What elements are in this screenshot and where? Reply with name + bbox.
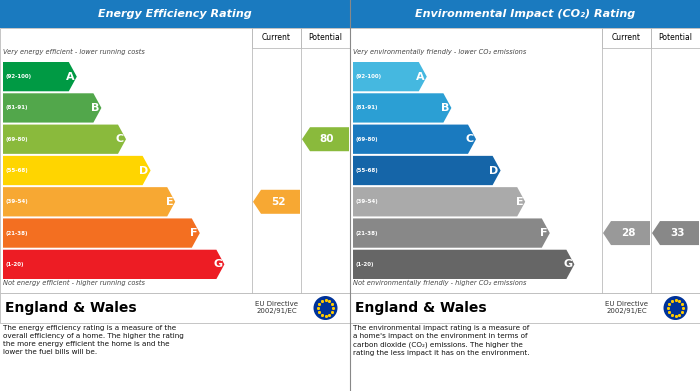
Text: G: G xyxy=(214,259,223,269)
Circle shape xyxy=(664,296,687,320)
Text: EU Directive
2002/91/EC: EU Directive 2002/91/EC xyxy=(255,301,298,314)
Text: (55-68): (55-68) xyxy=(6,168,29,173)
Polygon shape xyxy=(353,250,575,279)
Text: Potential: Potential xyxy=(659,34,692,43)
Text: Not energy efficient - higher running costs: Not energy efficient - higher running co… xyxy=(3,280,145,286)
Bar xyxy=(252,28,301,48)
Polygon shape xyxy=(3,125,126,154)
Text: Environmental Impact (CO₂) Rating: Environmental Impact (CO₂) Rating xyxy=(415,9,635,19)
Text: 80: 80 xyxy=(320,134,335,144)
Polygon shape xyxy=(353,187,525,217)
Text: EU Directive
2002/91/EC: EU Directive 2002/91/EC xyxy=(605,301,648,314)
Polygon shape xyxy=(3,156,150,185)
Bar xyxy=(301,28,350,48)
Polygon shape xyxy=(3,93,101,122)
Polygon shape xyxy=(353,219,550,248)
Text: (39-54): (39-54) xyxy=(6,199,29,204)
Polygon shape xyxy=(302,127,349,151)
Text: 28: 28 xyxy=(621,228,636,238)
Bar xyxy=(0,28,350,293)
Text: Very environmentally friendly - lower CO₂ emissions: Very environmentally friendly - lower CO… xyxy=(353,49,526,55)
Bar xyxy=(350,28,700,293)
Polygon shape xyxy=(3,250,225,279)
Text: Not environmentally friendly - higher CO₂ emissions: Not environmentally friendly - higher CO… xyxy=(353,280,526,286)
Polygon shape xyxy=(3,62,77,91)
Text: Very energy efficient - lower running costs: Very energy efficient - lower running co… xyxy=(3,49,145,55)
Text: Potential: Potential xyxy=(309,34,342,43)
Polygon shape xyxy=(603,221,650,245)
Polygon shape xyxy=(353,93,452,122)
Text: Current: Current xyxy=(262,34,291,43)
Polygon shape xyxy=(353,125,476,154)
Polygon shape xyxy=(353,156,500,185)
Bar xyxy=(0,293,350,323)
Text: The environmental impact rating is a measure of
a home's impact on the environme: The environmental impact rating is a mea… xyxy=(353,325,529,355)
Bar xyxy=(350,0,700,28)
Text: (55-68): (55-68) xyxy=(356,168,379,173)
Text: D: D xyxy=(489,165,498,176)
Text: (1-20): (1-20) xyxy=(6,262,25,267)
Text: 52: 52 xyxy=(271,197,286,207)
Bar xyxy=(602,28,651,48)
Text: (21-38): (21-38) xyxy=(356,231,379,235)
Text: B: B xyxy=(441,103,449,113)
Text: (92-100): (92-100) xyxy=(356,74,382,79)
Text: A: A xyxy=(66,72,75,82)
Text: (69-80): (69-80) xyxy=(356,137,379,142)
Polygon shape xyxy=(353,62,427,91)
Text: The energy efficiency rating is a measure of the
overall efficiency of a home. T: The energy efficiency rating is a measur… xyxy=(3,325,184,355)
Text: 33: 33 xyxy=(670,228,685,238)
Text: England & Wales: England & Wales xyxy=(355,301,486,315)
Text: E: E xyxy=(166,197,173,207)
Text: Current: Current xyxy=(612,34,641,43)
Text: E: E xyxy=(516,197,523,207)
Text: (39-54): (39-54) xyxy=(356,199,379,204)
Text: A: A xyxy=(416,72,425,82)
Bar xyxy=(350,293,700,323)
Polygon shape xyxy=(3,187,175,217)
Text: (1-20): (1-20) xyxy=(356,262,374,267)
Text: D: D xyxy=(139,165,148,176)
Text: G: G xyxy=(564,259,573,269)
Polygon shape xyxy=(3,219,200,248)
Text: (69-80): (69-80) xyxy=(6,137,29,142)
Bar xyxy=(651,28,700,48)
Text: England & Wales: England & Wales xyxy=(5,301,136,315)
Text: (92-100): (92-100) xyxy=(6,74,32,79)
Text: (21-38): (21-38) xyxy=(6,231,29,235)
Polygon shape xyxy=(652,221,699,245)
Text: Energy Efficiency Rating: Energy Efficiency Rating xyxy=(98,9,252,19)
Text: (81-91): (81-91) xyxy=(356,106,379,110)
Polygon shape xyxy=(253,190,300,214)
Bar xyxy=(0,0,350,28)
Text: C: C xyxy=(116,134,124,144)
Text: F: F xyxy=(190,228,198,238)
Text: C: C xyxy=(466,134,474,144)
Text: B: B xyxy=(91,103,99,113)
Text: F: F xyxy=(540,228,548,238)
Circle shape xyxy=(314,296,337,320)
Text: (81-91): (81-91) xyxy=(6,106,29,110)
